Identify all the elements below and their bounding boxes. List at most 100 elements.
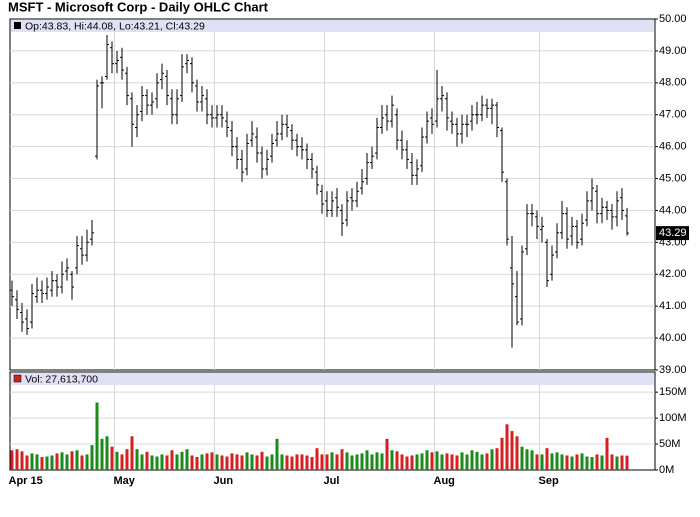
volume-bar [515, 436, 519, 470]
volume-bar [585, 456, 589, 470]
volume-bar [225, 456, 229, 470]
volume-bar [60, 452, 64, 470]
volume-bar [140, 454, 144, 470]
chart-title: MSFT - Microsoft Corp - Daily OHLC Chart [8, 0, 269, 14]
volume-bar [525, 449, 529, 470]
volume-bar [245, 452, 249, 470]
volume-bar [560, 454, 564, 470]
volume-bar [135, 449, 139, 470]
volume-bar [320, 454, 324, 470]
x-tick-label: Jul [324, 475, 340, 487]
volume-bar [65, 454, 69, 470]
volume-bar [315, 448, 319, 470]
volume-bar [125, 449, 129, 470]
volume-bar [120, 454, 124, 470]
volume-bar [340, 449, 344, 470]
volume-bar [55, 453, 59, 470]
volume-bar [45, 456, 49, 470]
x-tick-label: Apr 15 [9, 475, 43, 487]
volume-bar [205, 453, 209, 470]
volume-bar [615, 456, 619, 470]
volume-bar [290, 456, 294, 470]
volume-bar [170, 450, 174, 470]
volume-bar [540, 454, 544, 470]
volume-bar [230, 453, 234, 470]
volume-bar [405, 456, 409, 470]
last-price-label: 43.29 [659, 227, 687, 239]
y-tick-label: 49.00 [659, 45, 687, 57]
volume-bar [610, 454, 614, 470]
volume-bar [95, 402, 99, 470]
x-tick-label: May [114, 475, 136, 487]
volume-legend-icon [13, 374, 22, 383]
volume-bar [200, 454, 204, 470]
volume-bar [490, 449, 494, 470]
volume-bar [85, 454, 89, 470]
volume-bar [20, 451, 24, 470]
price-legend-icon [14, 22, 21, 29]
price-header-bar [11, 20, 654, 32]
price-header: Op:43.83, Hi:44.08, Lo:43.21, Cl:43.29 [25, 20, 205, 32]
volume-bar [590, 457, 594, 470]
volume-bar [335, 454, 339, 470]
volume-bar [455, 455, 459, 470]
volume-bar [305, 455, 309, 470]
volume-bar [105, 436, 109, 470]
volume-bar [330, 452, 334, 470]
volume-bar [100, 438, 104, 470]
volume-bar [285, 455, 289, 470]
volume-bar [380, 453, 384, 470]
volume-bar [70, 451, 74, 470]
x-tick-label: Aug [434, 475, 455, 487]
y-tick-label: 41.00 [659, 300, 687, 312]
volume-bar [345, 452, 349, 470]
volume-bar [470, 450, 474, 470]
volume-bar [115, 451, 119, 470]
volume-bar [465, 454, 469, 470]
y-tick-label: 150M [659, 386, 687, 398]
volume-bar [510, 431, 514, 470]
volume-bar [500, 437, 504, 470]
y-tick-label: 48.00 [659, 77, 687, 89]
volume-bar [385, 438, 389, 470]
volume-bar [250, 454, 254, 470]
y-tick-label: 45.00 [659, 172, 687, 184]
volume-bar [475, 451, 479, 470]
y-tick-label: 47.00 [659, 109, 687, 121]
volume-bar [90, 445, 94, 470]
volume-bar [365, 450, 369, 470]
volume-bar [215, 454, 219, 470]
volume-bar [370, 454, 374, 470]
volume-bar [545, 448, 549, 470]
volume-bar [260, 451, 264, 470]
volume-bar [210, 452, 214, 470]
volume-header: Vol: 27,613,700 [25, 373, 98, 385]
volume-bar [350, 455, 354, 470]
volume-bar [110, 446, 114, 470]
volume-bar [35, 454, 39, 470]
volume-bar [575, 454, 579, 470]
marks [10, 34, 629, 470]
volume-bar [10, 450, 14, 470]
volume-header-bar [11, 373, 654, 385]
volume-bar [280, 454, 284, 470]
volume-bar [50, 455, 54, 470]
volume-bar [625, 455, 629, 470]
y-tick-label: 100M [659, 412, 687, 424]
volume-bar [435, 451, 439, 470]
y-tick-label: 50.00 [659, 13, 687, 25]
volume-bar [420, 453, 424, 470]
volume-bar [495, 448, 499, 470]
volume-bar [530, 450, 534, 470]
volume-bar [235, 454, 239, 470]
volume-bar [240, 455, 244, 470]
volume-bar [550, 453, 554, 470]
y-tick-label: 40.00 [659, 332, 687, 344]
volume-bar [355, 454, 359, 470]
volume-bar [395, 451, 399, 470]
y-tick-label: 44.00 [659, 204, 687, 216]
volume-bar [275, 438, 279, 470]
volume-bar [450, 454, 454, 470]
volume-bar [360, 453, 364, 470]
